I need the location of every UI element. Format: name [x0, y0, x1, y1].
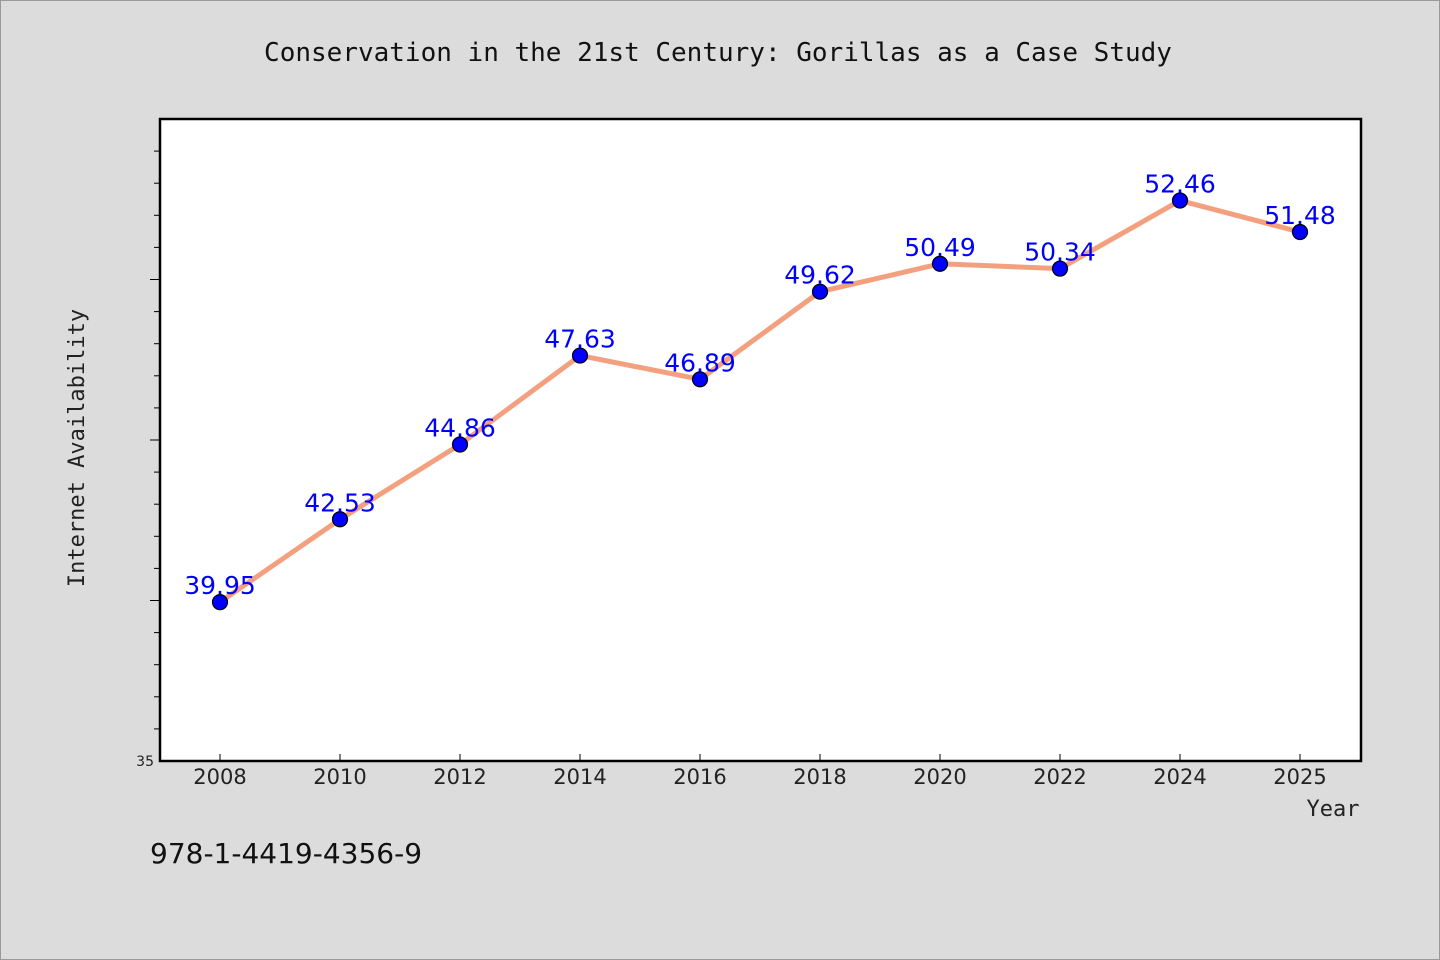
data-point [211, 594, 229, 611]
series-line [218, 198, 1301, 605]
data-point [571, 347, 589, 364]
data-point [691, 371, 709, 388]
x-tick-label: 2022 [1033, 765, 1086, 789]
x-tick-label: 2008 [193, 765, 246, 789]
data-point [1051, 260, 1069, 277]
plot-area [158, 117, 1363, 763]
x-tick-label: 2018 [793, 765, 846, 789]
x-tick-label: 2025 [1273, 765, 1326, 789]
data-label: 51.48 [1264, 201, 1336, 230]
data-point [1291, 223, 1309, 241]
y-axis-title: Internet Availability [65, 309, 90, 587]
isbn-text: 978-1-4419-4356-9 [150, 837, 422, 870]
x-tick-label: 2016 [673, 765, 726, 789]
x-tick-label: 2014 [553, 765, 606, 789]
x-tick-label: 2020 [913, 765, 966, 789]
data-label: 47.63 [544, 325, 616, 354]
y-axis-ticks: 35 [136, 150, 160, 770]
data-label: 50.49 [904, 233, 976, 262]
data-label: 44.86 [424, 413, 496, 442]
data-markers [211, 192, 1309, 611]
series-line-group [218, 198, 1301, 605]
data-point [331, 511, 349, 528]
x-axis-title: Year [1307, 797, 1360, 822]
data-label: 52.46 [1144, 170, 1216, 199]
data-point [931, 255, 949, 272]
data-point [811, 283, 829, 300]
data-label: 46.89 [664, 348, 736, 377]
data-point [1171, 192, 1189, 209]
data-label: 50.34 [1024, 238, 1096, 267]
data-point [451, 436, 469, 453]
x-tick-label: 2024 [1153, 765, 1206, 789]
x-tick-label: 2012 [433, 765, 486, 789]
x-tick-label: 2010 [313, 765, 366, 789]
y-tick-label: 35 [136, 754, 154, 770]
data-label: 49.62 [784, 261, 856, 290]
data-labels: 39.95 42.53 44.86 47.63 46.89 49.62 50.49 50.34… [184, 170, 1336, 601]
data-label: 42.53 [304, 488, 376, 517]
x-axis-ticks: 2008 2010 2012 2014 2016 2018 2020 2022 2024 2025 [193, 754, 1327, 789]
data-label: 39.95 [184, 571, 256, 600]
chart-title: Conservation in the 21st Century: Gorill… [264, 38, 1172, 68]
